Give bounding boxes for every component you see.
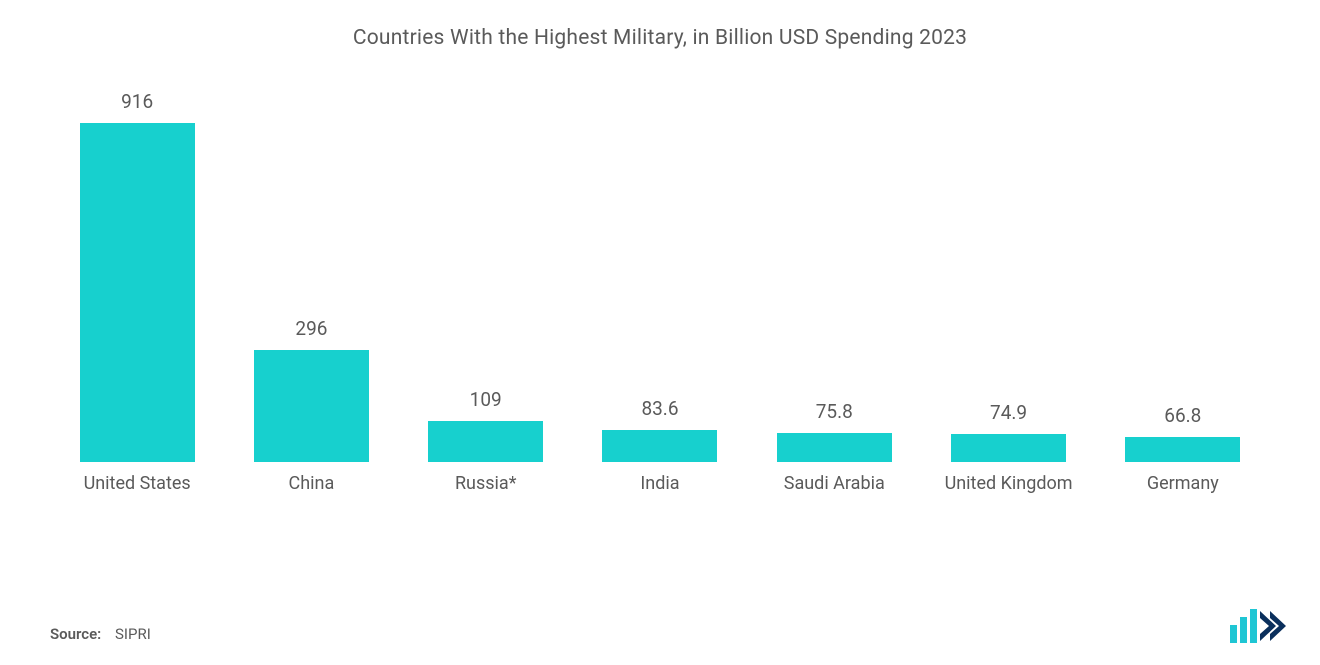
chart-title: Countries With the Highest Military, in … [50, 26, 1270, 50]
bar-value-label: 75.8 [816, 400, 853, 423]
brand-logo [1230, 609, 1286, 643]
bar-group: 916 United States [50, 90, 224, 520]
bar [602, 430, 717, 462]
bar [777, 433, 892, 462]
bar-value-label: 66.8 [1164, 404, 1201, 427]
bar [951, 434, 1066, 462]
bar [428, 421, 543, 462]
bar-value-label: 109 [470, 388, 502, 411]
bar-value-label: 83.6 [641, 397, 678, 420]
bar-group: 66.8 Germany [1096, 90, 1270, 520]
bar-category-label: Germany [1113, 472, 1253, 520]
source-attribution: Source: SIPRI [50, 625, 151, 643]
bar-group: 109 Russia* [399, 90, 573, 520]
bar [254, 350, 369, 462]
chart-container: Countries With the Highest Military, in … [0, 0, 1320, 665]
bar-category-label: United States [67, 472, 207, 520]
bar-category-label: Russia* [416, 472, 556, 520]
logo-icon [1230, 609, 1286, 643]
bar-group: 74.9 United Kingdom [921, 90, 1095, 520]
bar [1125, 437, 1240, 462]
bar-group: 75.8 Saudi Arabia [747, 90, 921, 520]
source-label: Source: [50, 625, 101, 643]
bar-group: 296 China [224, 90, 398, 520]
bar-value-label: 74.9 [990, 401, 1027, 424]
bar-category-label: India [590, 472, 730, 520]
bar-value-label: 296 [295, 317, 327, 340]
source-value: SIPRI [115, 625, 151, 643]
bar [80, 123, 195, 462]
bar-category-label: Saudi Arabia [764, 472, 904, 520]
chart-plot-area: 916 United States 296 China 109 Russia* 83.6 In… [50, 90, 1270, 520]
bar-category-label: United Kingdom [939, 472, 1079, 520]
bar-value-label: 916 [121, 90, 153, 113]
bar-group: 83.6 India [573, 90, 747, 520]
bar-category-label: China [241, 472, 381, 520]
